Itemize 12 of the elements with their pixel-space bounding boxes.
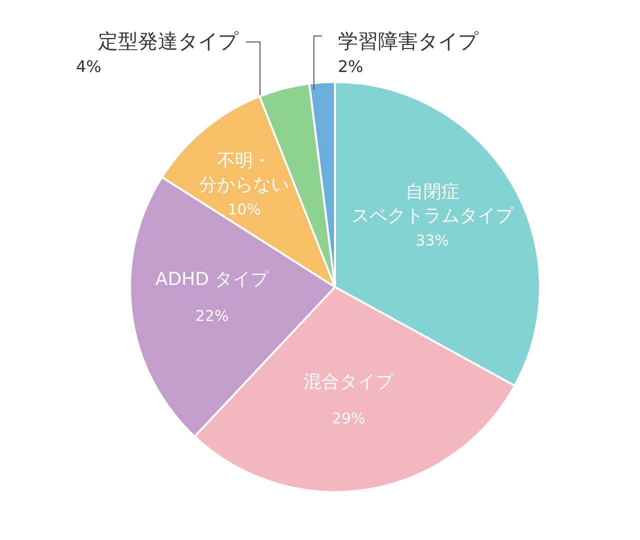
data-label: 29% (332, 409, 366, 428)
data-label: 2% (338, 57, 364, 76)
data-label: 10% (228, 200, 261, 218)
slice-label: 不明・分からない (199, 150, 290, 196)
slice-label: 定型発達タイプ (98, 29, 240, 53)
slice-label: ADHD タイプ (155, 268, 270, 290)
data-label: 22% (195, 306, 229, 325)
slice-label: 学習障害タイプ (338, 29, 479, 53)
slice-label: 自閉症スペクトラムタイプ (351, 181, 514, 226)
data-label: 4% (76, 57, 102, 76)
data-label: 33% (416, 231, 450, 250)
slice-label: 混合タイプ (304, 371, 395, 392)
